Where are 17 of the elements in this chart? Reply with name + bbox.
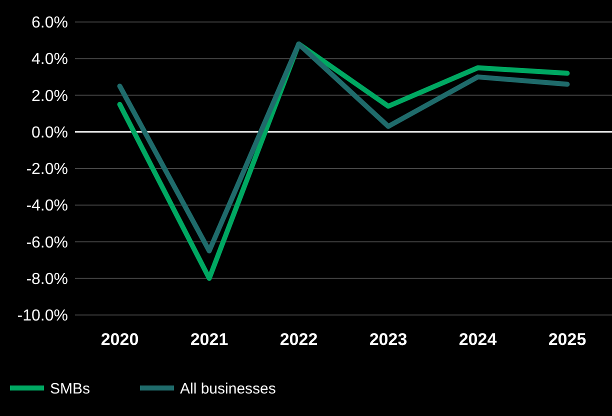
y-tick-label: 4.0% bbox=[32, 51, 68, 68]
y-tick-label: 0.0% bbox=[32, 124, 68, 142]
legend-label: All businesses bbox=[180, 380, 276, 398]
x-tick-label: 2024 bbox=[458, 330, 498, 349]
x-tick-label: 2022 bbox=[280, 330, 318, 349]
x-tick-label: 2025 bbox=[548, 330, 586, 349]
y-tick-label: 6.0% bbox=[32, 14, 68, 32]
y-tick-label: 2.0% bbox=[32, 88, 68, 105]
y-tick-label: -10.0% bbox=[17, 308, 68, 325]
x-tick-label: 2020 bbox=[100, 330, 139, 349]
y-tick-label: -8.0% bbox=[26, 270, 68, 288]
x-tick-label: 2023 bbox=[369, 330, 408, 349]
y-tick-label: -4.0% bbox=[26, 198, 68, 215]
y-tick-label: -2.0% bbox=[26, 161, 68, 178]
legend-label: SMBs bbox=[50, 380, 90, 398]
y-tick-label: -6.0% bbox=[26, 234, 68, 252]
x-tick-label: 2021 bbox=[190, 330, 228, 349]
